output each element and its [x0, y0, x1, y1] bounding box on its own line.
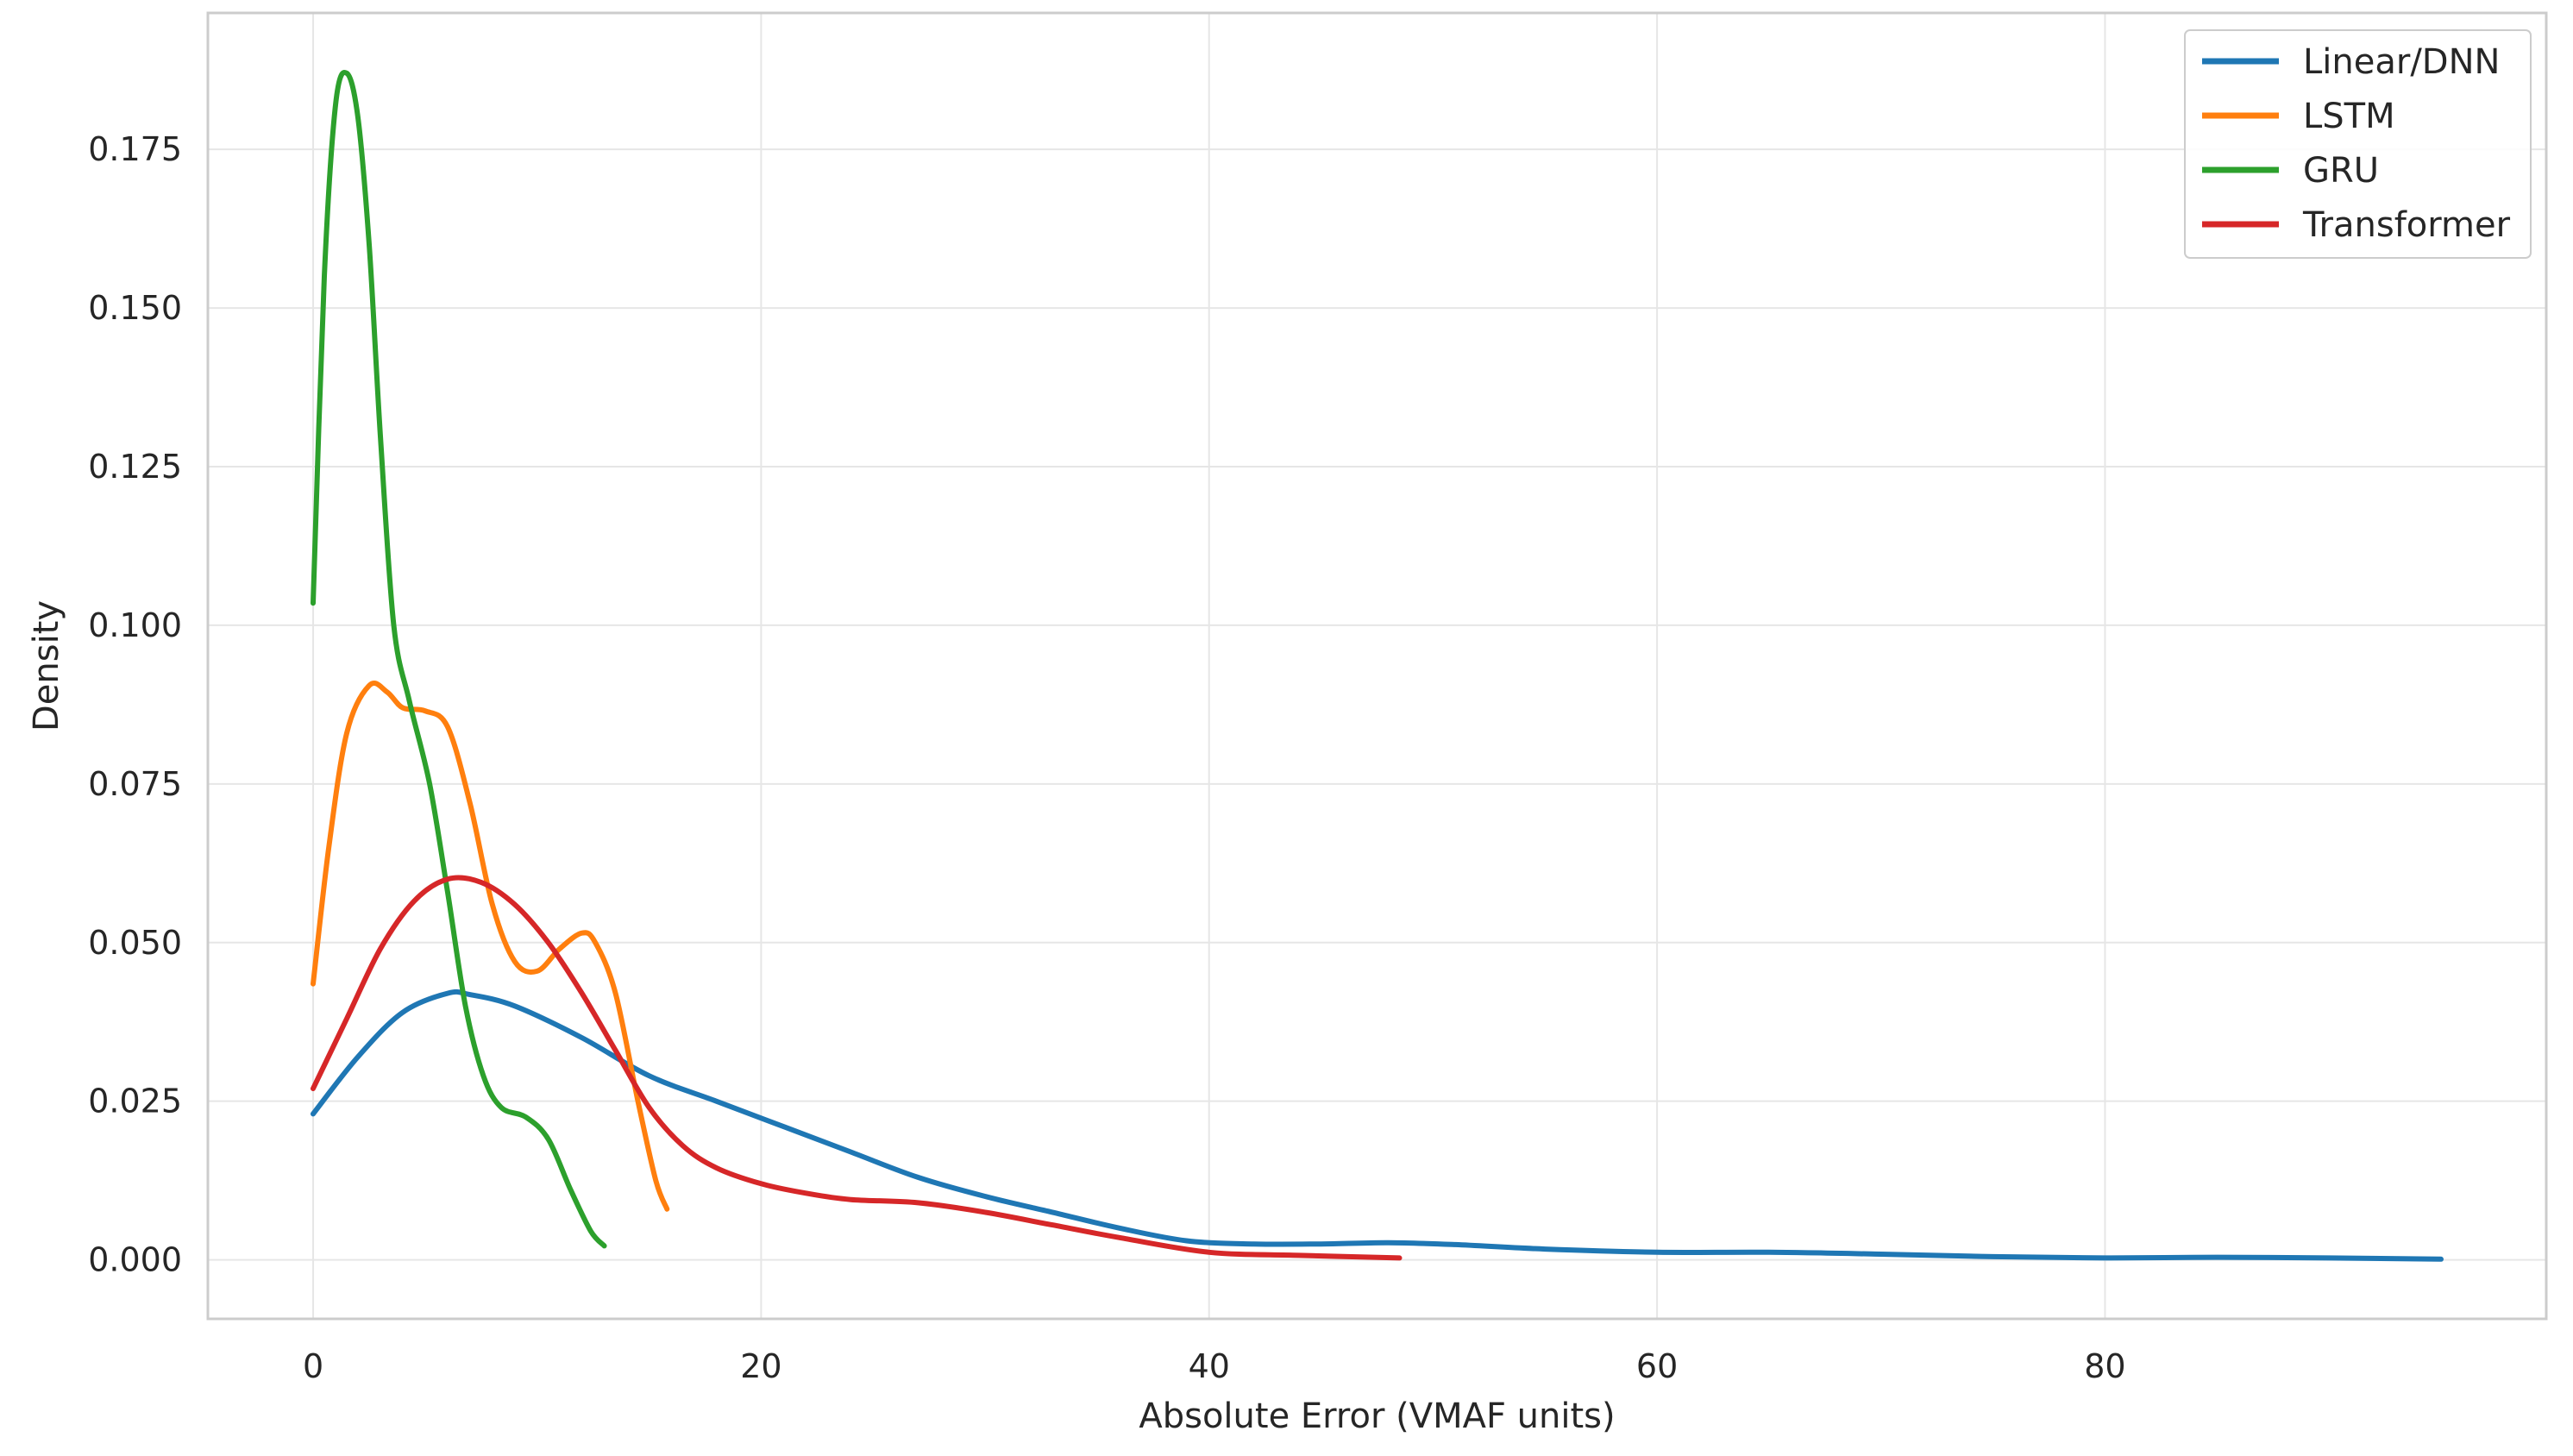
y-tick-label: 0.075: [88, 765, 182, 803]
y-tick-label: 0.025: [88, 1083, 182, 1120]
legend-label-linear-dnn: Linear/DNN: [2303, 42, 2500, 82]
series-lines: [311, 70, 2444, 1262]
y-tick-label: 0.175: [88, 130, 182, 168]
x-tick-labels: 0 20 40 60 80: [303, 1347, 2126, 1385]
series-line-linear-dnn: [311, 988, 2444, 1262]
legend-box: [2184, 29, 2532, 259]
y-tick-label: 0.000: [88, 1241, 182, 1279]
legend: Linear/DNN LSTM GRU Transformer: [2184, 29, 2532, 259]
y-axis-title: Density: [27, 600, 66, 731]
x-tick-label: 80: [2084, 1347, 2125, 1385]
y-tick-label: 0.125: [88, 448, 182, 486]
legend-label-gru: GRU: [2303, 151, 2379, 191]
y-tick-labels: 0.000 0.025 0.050 0.075 0.100 0.125 0.150 0.175: [88, 130, 182, 1278]
series-line-gru: [311, 70, 607, 1249]
plot-frame: [206, 11, 2548, 1321]
x-tick-label: 0: [303, 1347, 323, 1385]
x-axis-title: Absolute Error (VMAF units): [1139, 1396, 1615, 1436]
series-line-transformer: [311, 875, 1403, 1261]
legend-label-transformer: Transformer: [2302, 205, 2511, 245]
x-tick-label: 60: [1636, 1347, 1678, 1385]
x-tick-label: 20: [740, 1347, 781, 1385]
y-tick-label: 0.100: [88, 606, 182, 644]
legend-label-lstm: LSTM: [2303, 97, 2395, 136]
x-tick-label: 40: [1189, 1347, 1230, 1385]
y-tick-label: 0.050: [88, 924, 182, 962]
y-tick-label: 0.150: [88, 289, 182, 327]
